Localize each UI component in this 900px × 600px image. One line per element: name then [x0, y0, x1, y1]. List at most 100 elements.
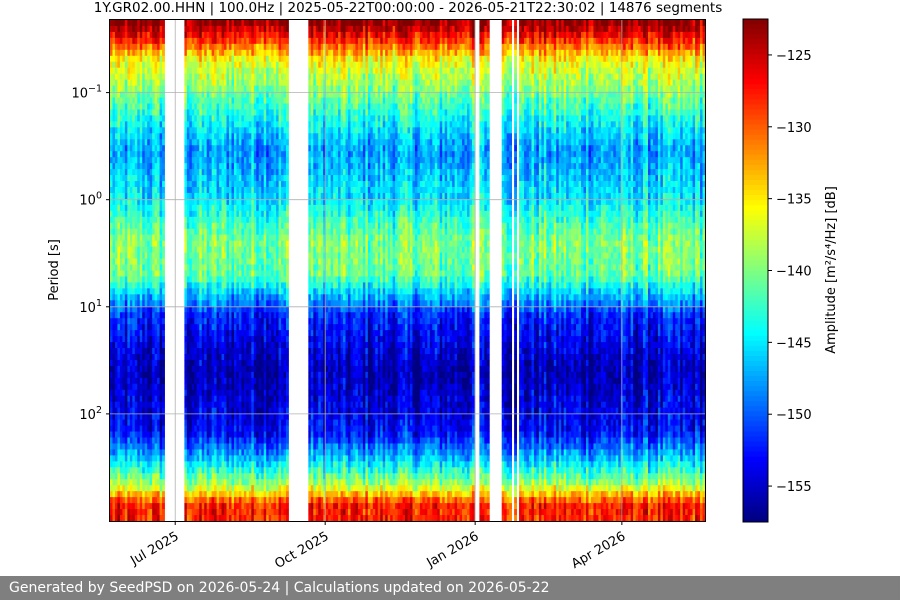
heatmap-cell — [675, 73, 679, 81]
heatmap-cell — [578, 133, 582, 140]
heatmap-cell — [702, 25, 706, 33]
heatmap-cell — [238, 85, 242, 92]
heatmap-cell — [370, 133, 374, 140]
heatmap-cell — [335, 31, 339, 39]
heatmap-cell — [633, 103, 636, 110]
heatmap-cell — [256, 67, 260, 75]
heatmap-cell — [122, 25, 126, 33]
heatmap-cell — [635, 103, 639, 110]
heatmap-cell — [271, 20, 275, 27]
heatmap-cell — [543, 73, 547, 81]
heatmap-cell — [152, 145, 156, 152]
heatmap-cell — [605, 55, 609, 63]
heatmap-cell — [437, 73, 441, 81]
heatmap-cell — [615, 55, 619, 63]
heatmap-cell — [439, 61, 443, 69]
heatmap-cell — [531, 145, 535, 152]
heatmap-cell — [583, 43, 587, 51]
heatmap-cell — [308, 133, 312, 140]
heatmap-cell — [273, 151, 277, 158]
heatmap-cell — [335, 151, 339, 158]
heatmap-cell — [405, 145, 408, 152]
heatmap-cell — [335, 85, 339, 92]
heatmap-cell — [246, 145, 250, 152]
heatmap-cell — [578, 97, 582, 104]
heatmap-cell — [464, 133, 468, 140]
heatmap-cell — [605, 20, 609, 27]
heatmap-cell — [377, 79, 381, 86]
heatmap-cell — [360, 109, 364, 116]
heatmap-cell — [524, 79, 527, 86]
heatmap-cell — [258, 49, 262, 57]
heatmap-cell — [246, 25, 250, 33]
heatmap-cell — [501, 139, 505, 146]
heatmap-cell — [638, 97, 641, 104]
heatmap-cell — [444, 31, 448, 39]
heatmap-cell — [236, 61, 240, 69]
heatmap-cell — [469, 145, 473, 152]
heatmap-cell — [362, 37, 366, 45]
heatmap-cell — [137, 55, 141, 63]
heatmap-cell — [390, 133, 394, 140]
heatmap-cell — [157, 20, 160, 27]
heatmap-cell — [469, 121, 473, 128]
heatmap-cell — [568, 127, 572, 134]
heatmap-cell — [528, 67, 532, 75]
heatmap-cell — [191, 115, 195, 122]
heatmap-cell — [372, 121, 376, 128]
heatmap-cell — [556, 121, 560, 128]
heatmap-cell — [558, 97, 562, 104]
heatmap-cell — [424, 115, 428, 122]
heatmap-cell — [390, 97, 394, 104]
heatmap-cell — [308, 79, 312, 86]
heatmap-cell — [375, 109, 379, 116]
heatmap-cell — [263, 67, 267, 75]
heatmap-cell — [256, 157, 260, 164]
heatmap-cell — [263, 49, 267, 57]
heatmap-cell — [429, 37, 433, 45]
heatmap-cell — [325, 91, 329, 98]
heatmap-cell — [385, 133, 389, 140]
heatmap-cell — [110, 20, 113, 27]
heatmap-cell — [412, 109, 416, 116]
heatmap-cell — [417, 67, 421, 75]
heatmap-cell — [432, 73, 436, 81]
heatmap-cell — [144, 91, 148, 98]
heatmap-cell — [566, 97, 570, 104]
heatmap-cell — [561, 91, 565, 98]
heatmap-cell — [199, 55, 203, 63]
heatmap-cell — [524, 20, 527, 27]
heatmap-cell — [640, 127, 644, 134]
heatmap-cell — [219, 61, 222, 69]
heatmap-cell — [281, 73, 284, 81]
heatmap-cell — [531, 121, 535, 128]
heatmap-cell — [320, 151, 324, 158]
heatmap-cell — [253, 121, 257, 128]
heatmap-cell — [422, 91, 426, 98]
heatmap-cell — [375, 73, 379, 81]
heatmap-cell — [271, 133, 275, 140]
heatmap-cell — [397, 91, 401, 98]
heatmap-cell — [692, 61, 696, 69]
heatmap-cell — [276, 127, 279, 134]
heatmap-cell — [251, 145, 255, 152]
heatmap-cell — [315, 97, 319, 104]
heatmap-cell — [469, 139, 473, 146]
heatmap-cell — [204, 91, 208, 98]
heatmap-cell — [211, 115, 215, 122]
heatmap-cell — [702, 67, 706, 75]
heatmap-cell — [595, 31, 599, 39]
heatmap-cell — [357, 43, 361, 51]
heatmap-cell — [429, 85, 433, 92]
heatmap-cell — [360, 79, 364, 86]
heatmap-cell — [263, 97, 267, 104]
heatmap-cell — [330, 43, 334, 51]
heatmap-cell — [119, 157, 123, 164]
heatmap-cell — [345, 103, 349, 110]
heatmap-cell — [286, 91, 289, 98]
heatmap-cell — [573, 25, 577, 33]
heatmap-cell — [320, 31, 324, 39]
heatmap-cell — [618, 103, 622, 110]
heatmap-cell — [546, 97, 550, 104]
heatmap-cell — [481, 145, 485, 152]
